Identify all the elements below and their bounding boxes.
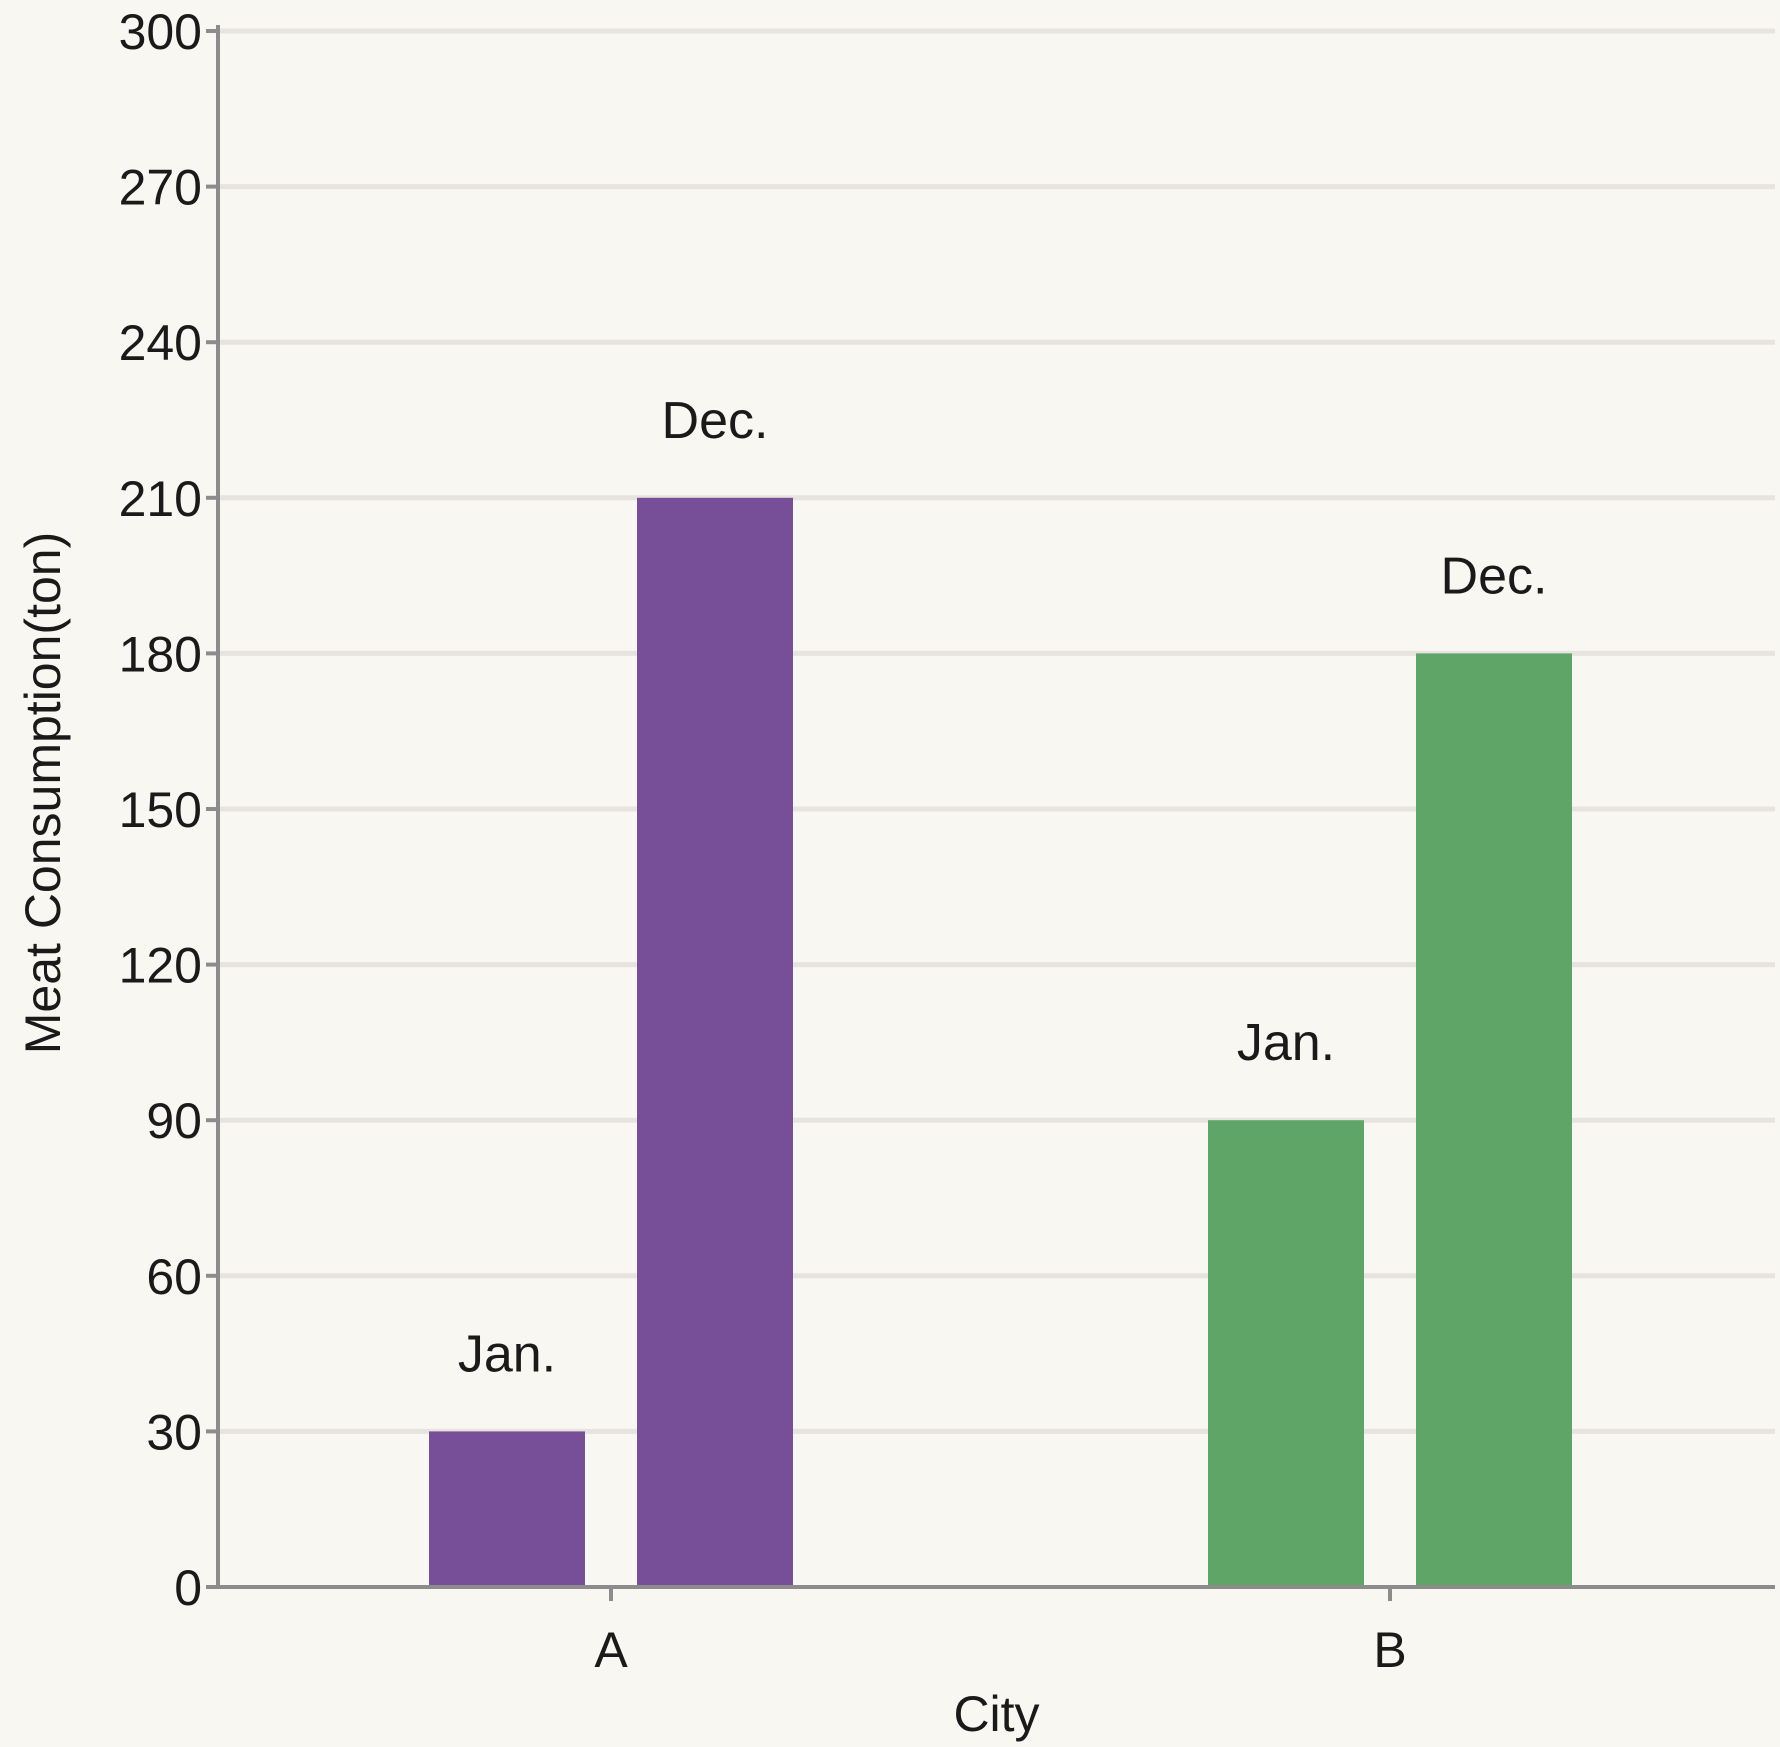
bar-label: Dec. [1441, 547, 1548, 605]
y-tick-label: 210 [119, 471, 202, 527]
y-tick-label: 30 [146, 1404, 202, 1460]
x-tick-label: B [1373, 1622, 1406, 1678]
bar [429, 1431, 585, 1587]
bar-label: Jan. [458, 1325, 556, 1383]
bar [1208, 1120, 1364, 1587]
y-tick-label: 150 [119, 782, 202, 838]
x-tick-label: A [594, 1622, 628, 1678]
y-tick-label: 300 [119, 4, 202, 60]
grid-lines [218, 28, 1775, 1434]
y-tick-label: 90 [146, 1093, 202, 1149]
bar-label: Dec. [662, 392, 769, 450]
bar-labels: Jan. Dec. Jan. Dec. [458, 392, 1548, 1384]
y-tick-label: 270 [119, 160, 202, 216]
bar-label: Jan. [1237, 1014, 1335, 1072]
bar [1416, 653, 1572, 1587]
y-tick-label: 180 [119, 626, 202, 682]
y-tick-label: 60 [146, 1249, 202, 1305]
y-tick-label: 120 [119, 938, 202, 994]
y-axis-title: Meat Consumption(ton) [15, 532, 71, 1054]
y-tick-label: 240 [119, 315, 202, 371]
y-axis-ticks: 0 30 60 90 120 150 180 210 240 270 300 [119, 4, 218, 1616]
bar [637, 497, 793, 1587]
y-tick-label: 0 [174, 1560, 202, 1616]
x-axis-title: City [953, 1686, 1039, 1742]
bars [429, 497, 1572, 1587]
